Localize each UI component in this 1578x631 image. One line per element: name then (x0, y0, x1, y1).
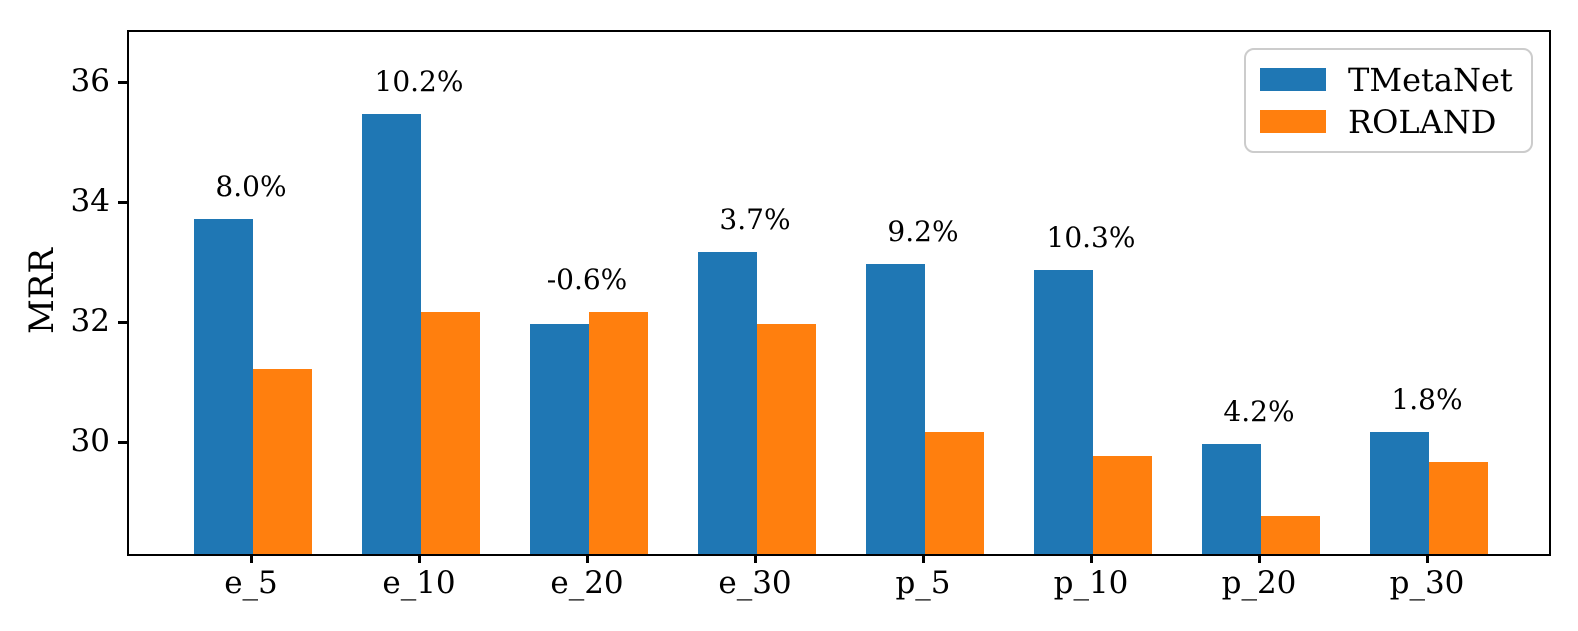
annotation-e_10: 10.2% (374, 65, 464, 99)
x-tick-label: p_20 (1221, 565, 1297, 601)
legend-label-roland: ROLAND (1348, 102, 1497, 141)
annotation-p_30: 1.8% (1391, 383, 1463, 417)
x-tick-label: e_20 (550, 565, 624, 601)
bar-roland-e_10 (421, 312, 480, 554)
y-tick-mark (118, 201, 127, 205)
annotation-p_5: 9.2% (887, 215, 959, 249)
bar-roland-e_30 (757, 324, 816, 554)
bar-roland-p_5 (925, 432, 984, 554)
bar-roland-p_30 (1429, 462, 1488, 554)
bar-tmetanet-e_30 (698, 252, 757, 554)
x-tick-mark (418, 554, 421, 563)
y-tick-label: 34 (70, 183, 110, 220)
bar-tmetanet-p_20 (1202, 444, 1261, 554)
x-tick-mark (754, 554, 757, 563)
x-tick-mark (922, 554, 925, 563)
legend-label-tmetanet: TMetaNet (1348, 60, 1513, 99)
y-tick-mark (118, 81, 127, 85)
bar-tmetanet-e_10 (362, 114, 421, 554)
x-tick-mark (1258, 554, 1261, 563)
y-tick-label: 36 (70, 63, 110, 100)
y-tick-label: 32 (70, 303, 110, 340)
legend-swatch-roland (1260, 110, 1326, 133)
x-tick-mark (1090, 554, 1093, 563)
x-tick-label: p_30 (1389, 565, 1465, 601)
bar-roland-p_10 (1093, 456, 1152, 554)
y-tick-mark (118, 321, 127, 325)
x-tick-mark (586, 554, 589, 563)
annotation-e_20: -0.6% (546, 263, 628, 297)
annotation-e_30: 3.7% (719, 203, 791, 237)
legend-item-tmetanet: TMetaNet (1260, 64, 1517, 96)
bar-tmetanet-p_10 (1034, 270, 1093, 554)
x-tick-label: p_10 (1053, 565, 1129, 601)
annotation-e_5: 8.0% (215, 170, 287, 204)
bar-roland-e_20 (589, 312, 648, 554)
y-tick-mark (118, 441, 127, 445)
legend-swatch-tmetanet (1260, 68, 1326, 91)
bar-tmetanet-e_5 (194, 219, 253, 554)
bar-tmetanet-e_20 (530, 324, 589, 554)
bar-roland-p_20 (1261, 516, 1320, 554)
x-tick-label: e_5 (224, 565, 278, 601)
x-tick-label: e_10 (382, 565, 456, 601)
y-tick-label: 30 (70, 423, 110, 460)
x-tick-label: e_30 (718, 565, 792, 601)
annotation-p_20: 4.2% (1223, 395, 1295, 429)
bar-tmetanet-p_5 (866, 264, 925, 554)
x-tick-label: p_5 (895, 565, 951, 601)
bar-tmetanet-p_30 (1370, 432, 1429, 554)
legend-item-roland: ROLAND (1260, 106, 1517, 138)
legend: TMetaNet ROLAND (1244, 48, 1533, 153)
annotation-p_10: 10.3% (1046, 221, 1136, 255)
x-tick-mark (1426, 554, 1429, 563)
x-tick-mark (250, 554, 253, 563)
bar-roland-e_5 (253, 369, 312, 554)
